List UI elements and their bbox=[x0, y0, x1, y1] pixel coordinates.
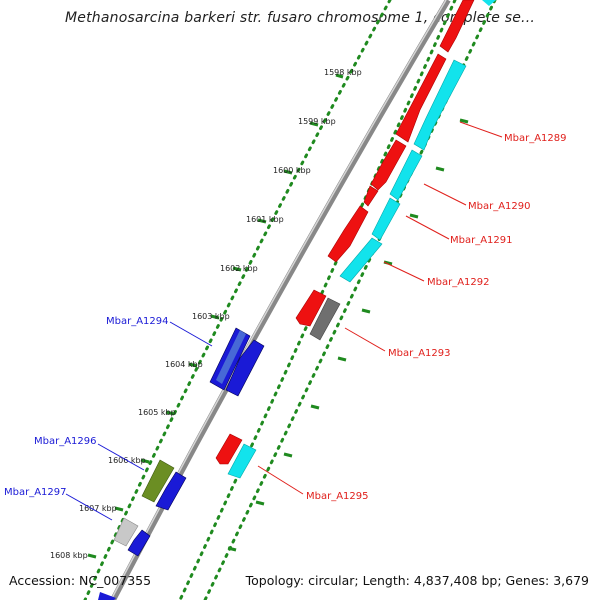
gene-mbar-a1293[interactable] bbox=[295, 289, 341, 341]
chromosome-backbone bbox=[110, 0, 451, 600]
tick-label: 1601 kbp bbox=[246, 215, 284, 224]
tick-label: 1602 kbp bbox=[220, 264, 258, 273]
tick-label: 1603 kbp bbox=[192, 312, 230, 321]
gene-label[interactable]: Mbar_A1297 bbox=[4, 487, 67, 498]
tick-label: 1605 kbp bbox=[138, 408, 176, 417]
gene-label[interactable]: Mbar_A1291 bbox=[450, 235, 513, 246]
gene-mbar-a1297[interactable] bbox=[113, 517, 151, 557]
tick-label: 1598 kbp bbox=[324, 68, 362, 77]
tick-label: 1608 kbp bbox=[50, 551, 88, 560]
tick-marks bbox=[87, 73, 344, 559]
gene-mbar-a1290[interactable] bbox=[370, 139, 423, 201]
gene-mbar-a1294[interactable] bbox=[209, 327, 265, 397]
gene-label[interactable]: Mbar_A1290 bbox=[468, 201, 531, 212]
gene-mbar-a1291[interactable] bbox=[363, 185, 401, 241]
gene-mbar-a1289[interactable] bbox=[395, 0, 496, 151]
gene-label[interactable]: Mbar_A1294 bbox=[106, 316, 169, 327]
right-tick-marks bbox=[227, 118, 469, 552]
gene-mbar-a1296[interactable] bbox=[141, 459, 187, 511]
tick-label: 1607 kbp bbox=[79, 504, 117, 513]
gene-label[interactable]: Mbar_A1292 bbox=[427, 277, 490, 288]
tick-label: 1599 kbp bbox=[298, 117, 336, 126]
gene-leaders bbox=[65, 121, 503, 521]
gene-label[interactable]: Mbar_A1296 bbox=[34, 436, 97, 447]
genome-summary-text: Topology: circular; Length: 4,837,408 bp… bbox=[245, 573, 589, 588]
gene-mbar-a1295[interactable] bbox=[215, 433, 257, 479]
accession-text: Accession: NC_007355 bbox=[9, 573, 152, 588]
left-guide-track bbox=[83, 0, 392, 600]
gene-partial-bottom bbox=[98, 592, 116, 600]
gene-label[interactable]: Mbar_A1293 bbox=[388, 348, 451, 359]
gene-mbar-a1292[interactable] bbox=[327, 205, 383, 283]
map-title: Methanosarcina barkeri str. fusaro chrom… bbox=[65, 10, 535, 26]
gene-label[interactable]: Mbar_A1289 bbox=[504, 133, 567, 144]
gene-label[interactable]: Mbar_A1295 bbox=[306, 491, 369, 502]
chromosome-backbone-highlight bbox=[110, 0, 447, 600]
tick-label: 1600 kbp bbox=[273, 166, 311, 175]
tick-label: 1604 kbp bbox=[165, 360, 203, 369]
